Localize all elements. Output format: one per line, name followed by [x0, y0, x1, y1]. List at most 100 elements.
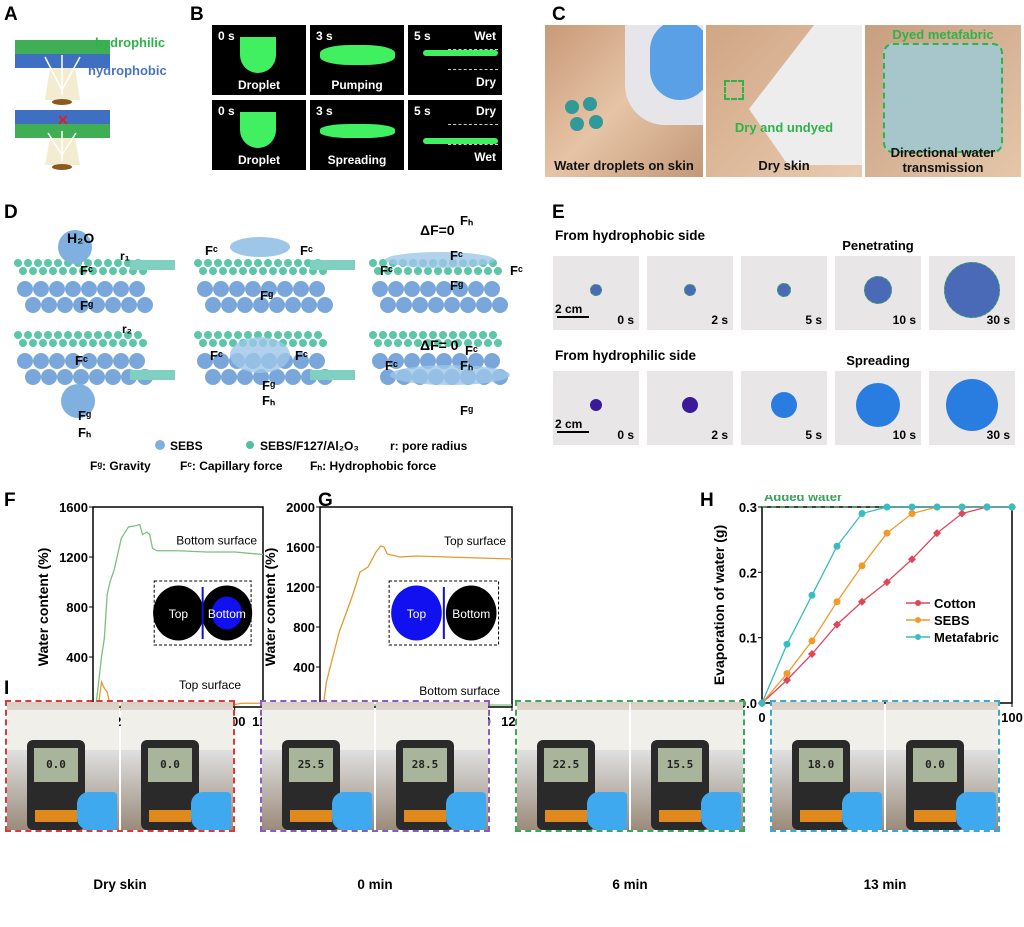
- dye-photo: 10 s Penetrating: [835, 238, 921, 330]
- glove: [587, 792, 627, 830]
- data-point: [908, 555, 916, 564]
- meter-photo: 18.0: [772, 702, 884, 830]
- dye-spot: [944, 262, 1000, 318]
- panel-label-a: A: [4, 4, 18, 25]
- data-point: [933, 529, 941, 538]
- meter-reading: 0.0: [913, 748, 957, 782]
- glove: [191, 792, 231, 830]
- data-point: [883, 503, 891, 511]
- row-title-hydrophobic: From hydrophobic side: [555, 228, 706, 243]
- data-point: [833, 598, 841, 606]
- force-label: Fᶜ: [510, 263, 523, 278]
- panel-label-d: D: [4, 202, 18, 223]
- meter-reading: 18.0: [799, 748, 843, 782]
- time-label: 3 s: [316, 104, 333, 118]
- force-label: Fᶜ: [295, 348, 308, 363]
- dye-photo: 5 s: [741, 256, 827, 330]
- meter-photo: 22.5: [517, 702, 629, 830]
- r2-label: r₂: [122, 322, 132, 336]
- panel-label-g: G: [318, 490, 333, 511]
- series-label: Bottom surface: [176, 534, 257, 548]
- force-label: Fᵍ: [262, 378, 275, 393]
- moisture-meter: 0.0: [27, 740, 85, 830]
- dye-spot: [946, 379, 998, 431]
- data-point: [883, 529, 891, 537]
- inset-bottom-label: Bottom: [452, 607, 490, 621]
- video-frame: 0 s Droplet: [212, 25, 306, 95]
- y-tick-label: 400: [293, 660, 315, 675]
- dye-photo: 30 s: [929, 371, 1015, 445]
- y-tick-label: 0.1: [739, 631, 757, 646]
- side-label: Dry: [475, 75, 496, 89]
- legend-label: Cotton: [934, 596, 976, 611]
- divider: [448, 144, 498, 145]
- y-tick-label: 1200: [286, 580, 315, 595]
- force-label: Fᵍ: [260, 288, 273, 303]
- hydrophobic-label: hydrophobic: [88, 63, 167, 78]
- meter-photo-group: 0.0 0.0: [5, 700, 235, 832]
- series-label: Bottom surface: [419, 684, 500, 698]
- dye-photo: 30 s: [929, 256, 1015, 330]
- glove: [701, 792, 741, 830]
- meter-buttons: [290, 810, 332, 822]
- time-label: 5 s: [805, 313, 822, 327]
- hydrophilic-label: hydrophilic: [95, 35, 165, 50]
- photo-annotation: Dry and undyed: [734, 120, 834, 135]
- dye-spot: [590, 399, 602, 411]
- inset-top-label: Top: [169, 607, 189, 621]
- series-line-top-surface: [320, 545, 513, 708]
- meter-buttons: [914, 810, 956, 822]
- force-label: Fₕ: [460, 213, 473, 228]
- dye-spot: [684, 284, 696, 296]
- data-point: [758, 699, 766, 707]
- frame-caption: Droplet: [238, 153, 280, 167]
- stage-label: Spreading: [846, 353, 910, 368]
- photo-caption: Directional water transmission: [890, 145, 996, 175]
- inset-top-circle: [391, 585, 442, 641]
- data-point: [808, 650, 816, 658]
- dye-photo: 10 s Spreading: [835, 353, 921, 445]
- dye-photo: 2 s: [647, 256, 733, 330]
- scale-label: 2 cm: [555, 417, 583, 431]
- dye-spot: [864, 276, 892, 304]
- panel-label-i: I: [4, 678, 10, 699]
- force-label: Fᵍ: [450, 278, 463, 293]
- data-point: [933, 503, 941, 511]
- fabric-structure-diagram: ✕ hydrophilic hydrophobic: [15, 35, 167, 170]
- data-point: [783, 640, 791, 648]
- droplet: [320, 124, 395, 138]
- video-frame: 3 s Pumping: [310, 25, 404, 95]
- divider: [448, 69, 498, 70]
- meter-reading: 0.0: [148, 748, 192, 782]
- force-label: Fᵍ: [80, 298, 93, 313]
- legend-marker: [915, 617, 921, 623]
- stage-label: Penetrating: [842, 238, 914, 253]
- data-point: [858, 597, 866, 606]
- legend-pore-radius: r: pore radius: [390, 439, 468, 453]
- force-label: Fᶜ: [210, 348, 223, 363]
- dye-spot: [856, 383, 900, 427]
- photo-caption: Dry skin: [758, 158, 810, 173]
- moisture-meter: 0.0: [906, 740, 964, 830]
- meter-photo-group: 22.5 15.5: [515, 700, 745, 832]
- photo-dry-skin: Dry and undyed Dry skin: [706, 25, 862, 177]
- data-point: [958, 503, 966, 511]
- dye-photo: 0 s 2 cm: [553, 371, 639, 445]
- water-label: H₂O: [67, 230, 94, 246]
- video-frame: 3 s Spreading: [310, 100, 404, 170]
- x-tick-label: 100: [1001, 710, 1023, 725]
- frame-caption: Spreading: [327, 153, 387, 167]
- y-tick-label: 2000: [286, 500, 315, 515]
- force-label: Fₕ: [460, 358, 473, 373]
- scale-bar: [557, 316, 589, 318]
- meter-photo: 0.0: [886, 702, 998, 830]
- moisture-meter: 15.5: [651, 740, 709, 830]
- meter-reading: 22.5: [544, 748, 588, 782]
- meter-buttons: [800, 810, 842, 822]
- force-label: Fᶜ: [465, 343, 478, 358]
- y-axis-label: Water content (%): [262, 548, 278, 666]
- video-frame: 0 s Droplet: [212, 100, 306, 170]
- time-caption: 0 min: [357, 877, 393, 892]
- legend-capillary: Fᶜ: Capillary force: [180, 459, 283, 473]
